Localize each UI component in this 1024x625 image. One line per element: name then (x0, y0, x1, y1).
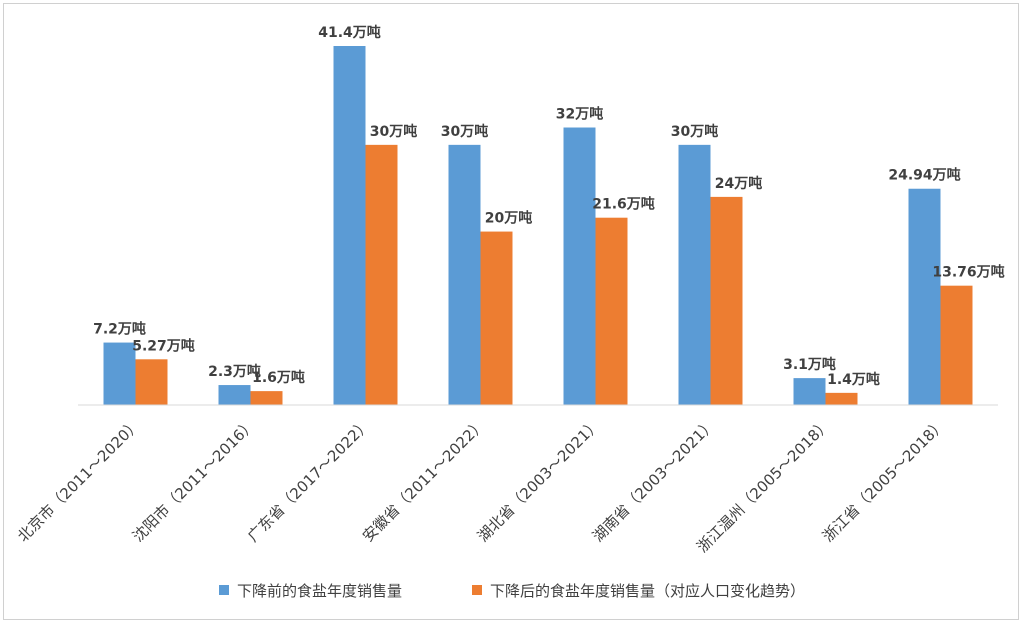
value-label-series-1-2: 2.3万吨 (208, 363, 261, 380)
bar-series-1-6 (678, 144, 711, 405)
category-label-6: 湖南省（2003～2021） (589, 415, 719, 545)
legend-label-series-1: 下降前的食盐年度销售量 (236, 581, 402, 600)
value-label-series-2-1: 5.27万吨 (132, 337, 195, 354)
bar-series-2-8 (940, 285, 973, 405)
category-label-4: 安徽省（2011～2022） (359, 415, 489, 545)
legend: 下降前的食盐年度销售量 下降后的食盐年度销售量（对应人口变化趋势） (0, 578, 1024, 602)
value-label-series-1-6: 30万吨 (671, 123, 718, 140)
bar-series-2-2 (250, 391, 283, 405)
category-label-5: 湖北省（2003～2021） (474, 415, 604, 545)
value-label-series-1-8: 24.94万吨 (888, 167, 960, 184)
value-label-series-1-3: 41.4万吨 (318, 24, 381, 41)
category-label-2: 沈阳市（2011～2016） (129, 415, 259, 545)
value-label-series-2-8: 13.76万吨 (932, 264, 1004, 281)
legend-swatch-series-1 (218, 585, 229, 595)
category-label-3: 广东省（2017～2022） (244, 415, 374, 545)
bar-series-2-5 (595, 217, 628, 405)
bar-series-1-1 (103, 342, 136, 405)
bar-series-1-8 (908, 188, 941, 405)
bars-layer (103, 46, 973, 405)
category-label-8: 浙江省（2005～2018） (819, 415, 949, 545)
value-label-series-1-5: 32万吨 (556, 106, 603, 123)
bar-series-1-5 (563, 127, 596, 405)
legend-swatch-series-2 (472, 585, 482, 595)
bar-series-1-7 (793, 378, 826, 405)
value-label-series-2-6: 24万吨 (715, 175, 762, 192)
bar-series-1-2 (218, 385, 251, 405)
bar-series-2-4 (480, 231, 513, 405)
value-label-series-1-4: 30万吨 (441, 123, 488, 140)
category-label-7: 浙江温州（2005～2018） (693, 415, 834, 556)
category-label-1: 北京市（2011～2020） (14, 415, 144, 545)
value-label-series-2-3: 30万吨 (370, 123, 417, 140)
legend-item-series-2: 下降后的食盐年度销售量（对应人口变化趋势） (472, 580, 805, 601)
value-label-series-2-7: 1.4万吨 (827, 371, 880, 388)
bar-series-2-7 (825, 392, 858, 405)
value-label-series-1-7: 3.1万吨 (783, 356, 836, 373)
value-label-series-2-2: 1.6万吨 (252, 369, 305, 386)
legend-label-series-2: 下降后的食盐年度销售量（对应人口变化趋势） (490, 581, 806, 600)
value-label-series-2-4: 20万吨 (485, 210, 532, 227)
bar-series-2-1 (135, 359, 168, 405)
category-labels-layer: 北京市（2011～2020）沈阳市（2011～2016）广东省（2017～202… (14, 415, 949, 556)
bar-series-1-3 (333, 46, 366, 405)
value-label-series-2-5: 21.6万吨 (592, 196, 655, 213)
legend-item-series-1: 下降前的食盐年度销售量 (218, 580, 402, 601)
bar-series-2-6 (710, 196, 743, 405)
value-label-series-1-1: 7.2万吨 (93, 321, 146, 338)
bar-series-1-4 (448, 144, 481, 405)
bar-series-2-3 (365, 144, 398, 405)
